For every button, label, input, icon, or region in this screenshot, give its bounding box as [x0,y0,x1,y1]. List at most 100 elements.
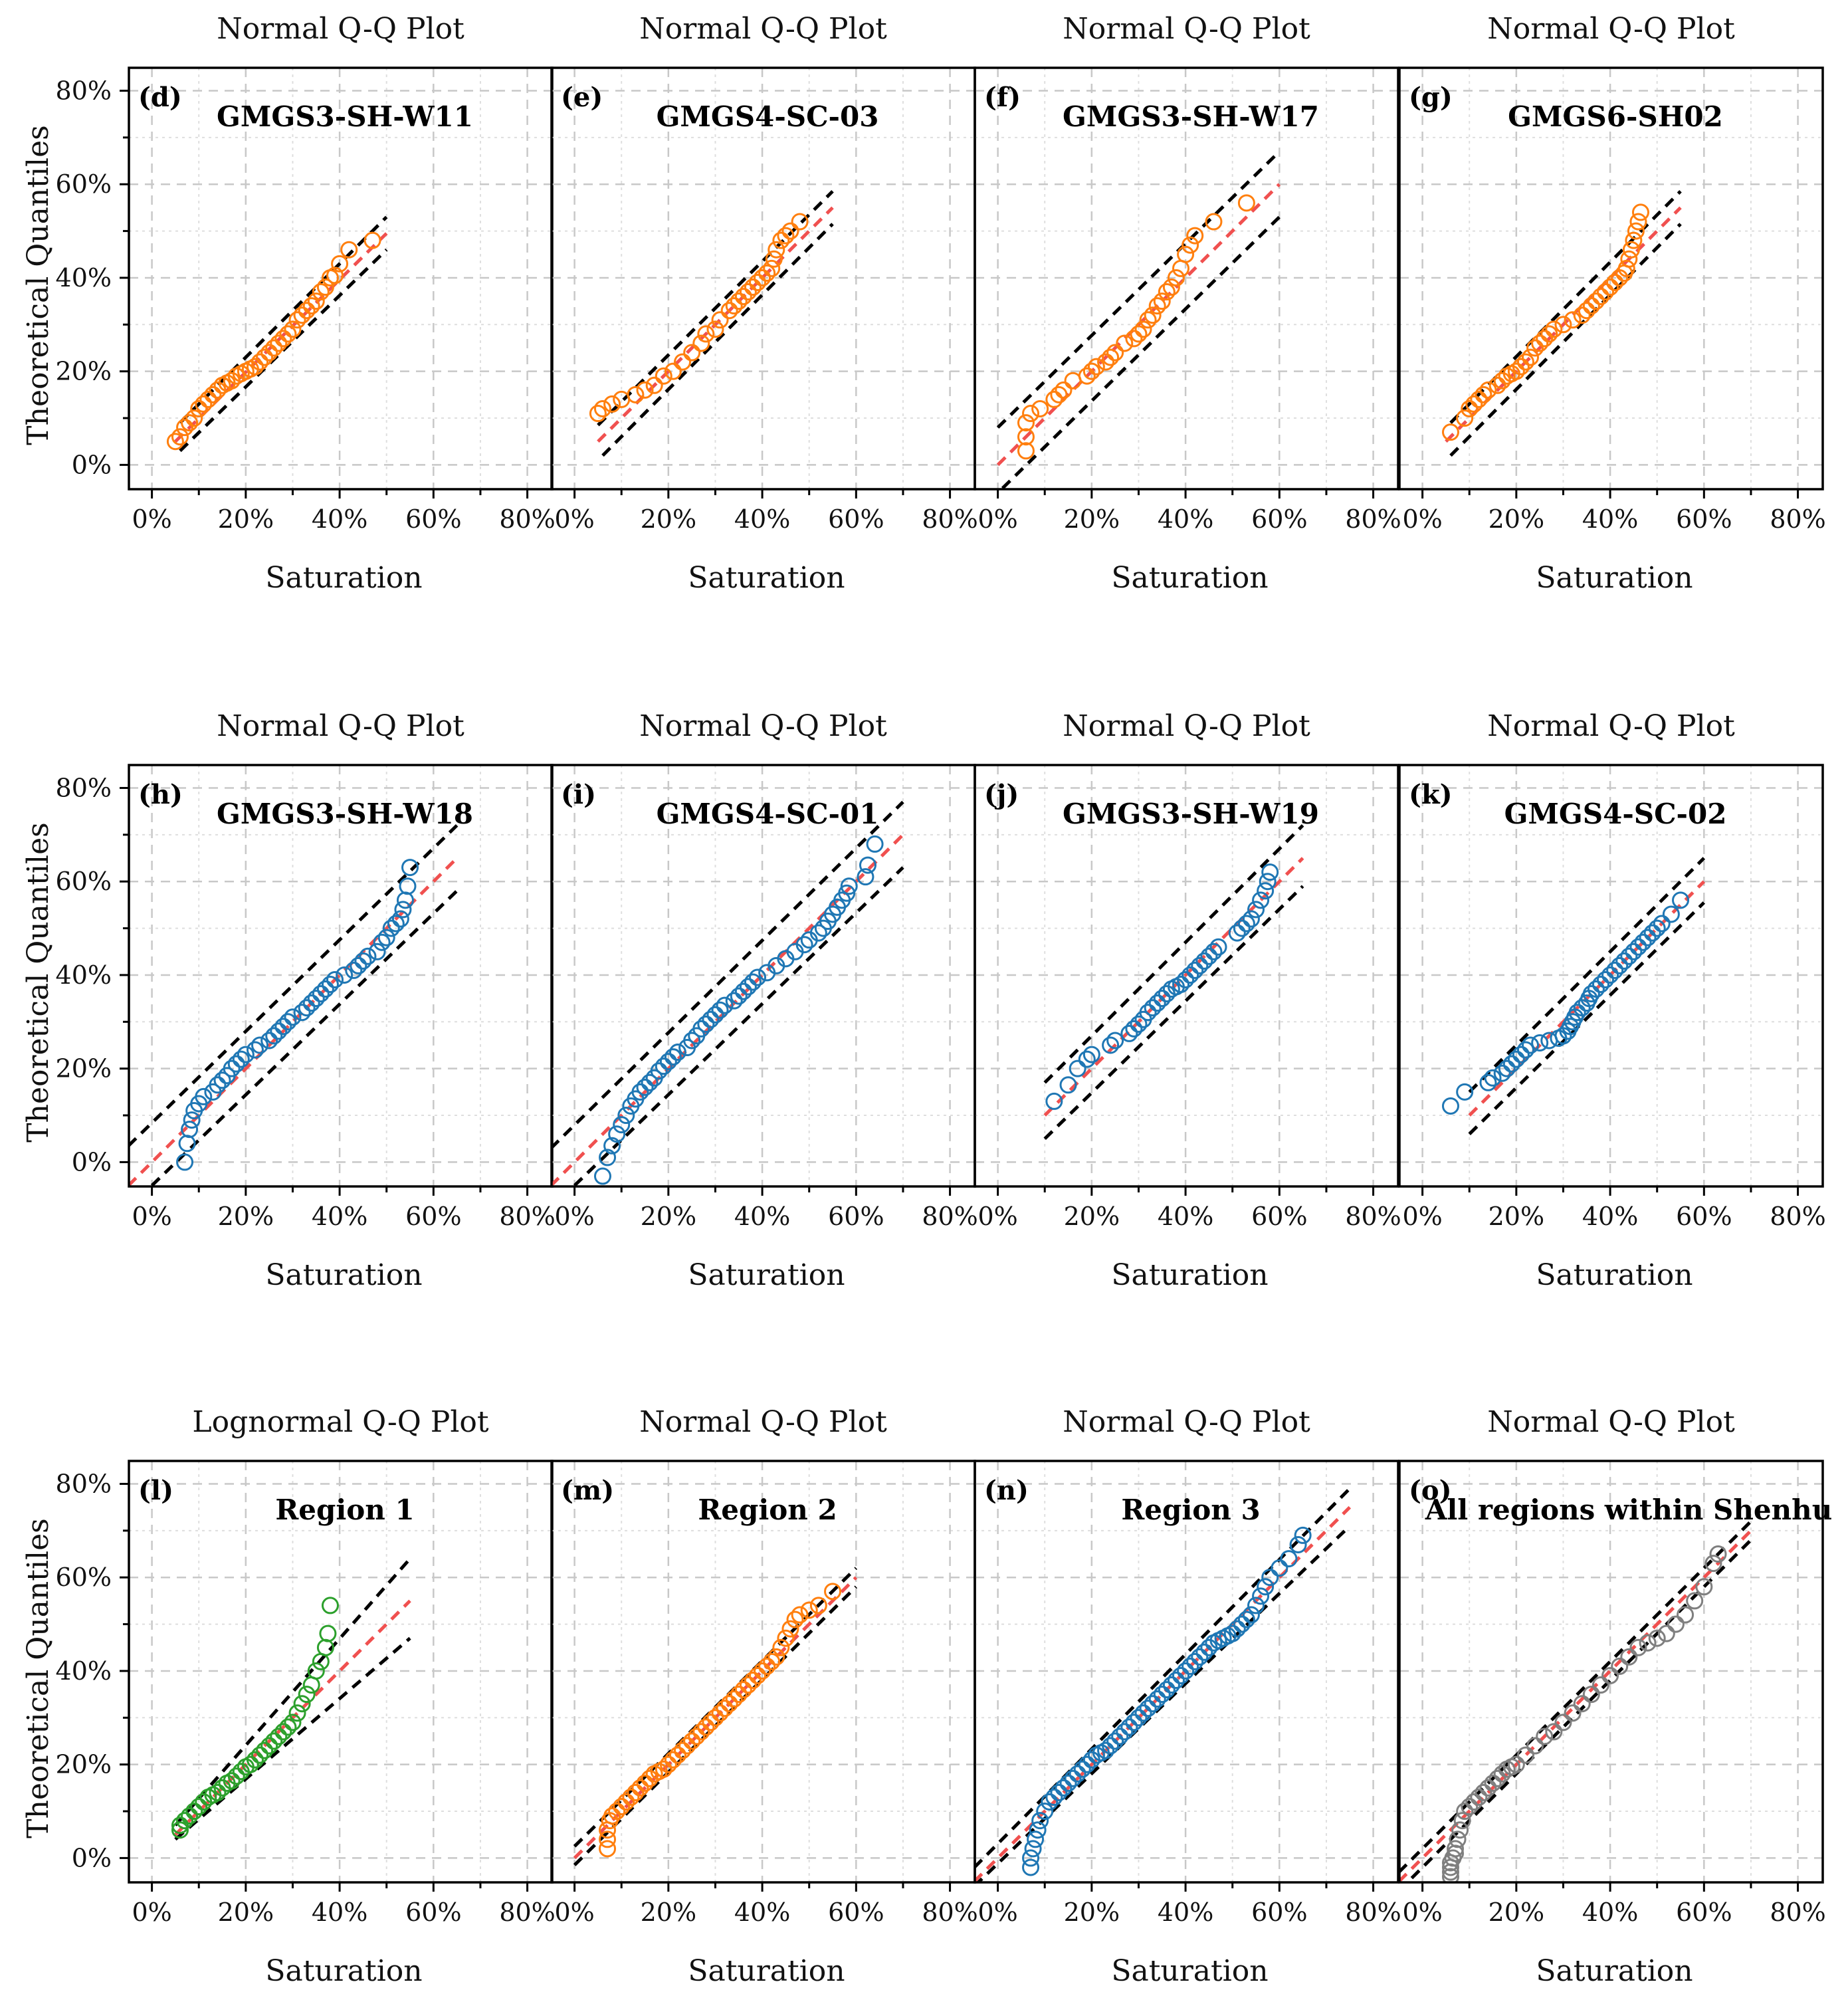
y-tick-label: 20% [56,357,112,386]
data-point [270,334,288,352]
data-point [1191,1648,1209,1666]
data-point [1648,1629,1666,1647]
data-point [1441,1868,1459,1882]
panel-name: GMGS3-SH-W18 [217,798,473,830]
data-point [1125,1714,1143,1731]
x-tick-label: 40% [734,1898,790,1927]
data-point [1257,1578,1275,1596]
data-point [645,376,663,394]
data-point [1162,1676,1180,1694]
data-point [1516,1041,1534,1059]
data-point [1639,1634,1657,1652]
x-tick-label: 40% [734,1202,790,1231]
data-point [321,1597,339,1614]
data-point [1625,231,1643,249]
data-point [617,1793,635,1811]
data-point [1461,399,1479,417]
x-tick-label: 20% [641,1898,696,1927]
x-tick-label: 20% [218,1898,274,1927]
data-point [1167,1672,1185,1690]
x-tick-label: 0% [132,504,171,534]
data-point [1139,311,1157,329]
data-point [1116,334,1134,352]
data-point [1507,1755,1525,1773]
data-point [326,970,344,988]
confidence-band-upper [975,1487,1352,1869]
data-point [786,1611,804,1628]
data-point [399,877,417,895]
x-tick-label: 80% [499,504,555,534]
y-tick-label: 0% [72,1147,112,1176]
plot-area [552,800,904,1186]
x-tick-label: 80% [1345,1202,1401,1231]
data-point [1069,1059,1086,1077]
data-point [251,1036,269,1054]
data-point [1036,1803,1054,1821]
data-point [1545,320,1563,338]
data-point [1582,1686,1600,1704]
data-point [1526,339,1544,357]
axes-frame [1398,764,1824,1188]
x-tick-label: 0% [1402,504,1442,534]
data-point [711,1704,729,1722]
data-point [763,1652,781,1670]
data-point [1631,203,1649,221]
data-point [394,901,412,919]
data-point [720,1695,738,1713]
data-point [683,344,701,362]
data-point [1195,952,1213,970]
x-tick-label: 60% [1251,1202,1307,1231]
panel-label: (o) [1409,1475,1452,1506]
reference-line [1399,1529,1752,1882]
data-point [1078,1755,1096,1773]
x-tick-label: 60% [405,504,461,534]
data-point [288,1704,306,1722]
data-point [749,1666,767,1684]
x-tick-label: 60% [1676,1202,1732,1231]
confidence-band-upper [1043,824,1304,1084]
data-point [768,241,785,259]
data-point [1134,1704,1152,1722]
panel-e: Normal Q-Q Plot (e) GMGS4-SC-03 Saturation 0… [550,12,978,595]
data-point [345,961,363,979]
data-point [1597,283,1615,301]
data-point [674,353,692,371]
x-tick-label: 80% [922,1898,977,1927]
data-point [838,884,856,902]
data-point [599,1840,617,1858]
data-point [706,1006,724,1024]
data-point [1606,961,1624,979]
data-point [1158,1681,1176,1699]
confidence-band-lower [1043,885,1304,1141]
data-point [768,1648,785,1666]
data-point [1453,1812,1471,1830]
x-axis-label: Saturation [1111,1258,1268,1292]
data-point [209,1076,227,1094]
x-tick-label: 40% [1158,1202,1213,1231]
data-point [1177,970,1195,988]
plot-title: Normal Q-Q Plot [639,709,887,743]
data-point [1078,1050,1096,1068]
data-point [176,1153,194,1171]
x-tick-label: 20% [1489,504,1544,534]
data-point [307,292,325,310]
data-point [1233,1615,1251,1633]
x-tick-label: 60% [828,1898,884,1927]
data-point [711,1001,729,1019]
data-point [641,1073,659,1091]
panel-label: (g) [1409,82,1453,113]
plot-area [573,1567,858,1866]
data-point [359,947,377,965]
confidence-band-lower [601,223,834,457]
panel-j: Normal Q-Q Plot (j) GMGS3-SH-W19 Saturation… [974,709,1401,1292]
data-point [1134,320,1152,338]
data-point [1125,330,1143,348]
x-tick-label: 60% [405,1202,461,1231]
confidence-band-lower [1449,223,1682,457]
data-point [683,1732,701,1750]
data-point [1022,1849,1040,1867]
confidence-band-upper [129,824,459,1147]
data-point [593,399,611,417]
x-axis-label: Saturation [1536,561,1693,595]
data-point [1470,390,1488,408]
